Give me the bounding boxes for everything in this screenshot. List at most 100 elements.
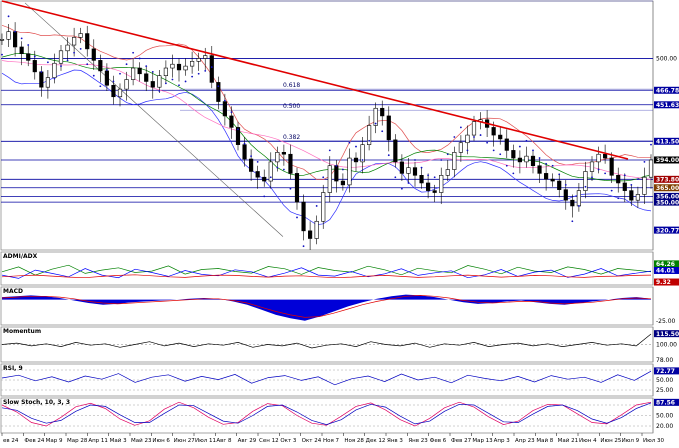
fib-diagonal-line — [24, 2, 284, 237]
price-axis-label-bg — [654, 198, 679, 206]
sar-dot — [46, 61, 49, 64]
adx-series-line — [1, 264, 652, 276]
x-axis-label: Апр 3 — [494, 438, 511, 444]
fib-level-label: 0.500 — [283, 103, 300, 110]
x-axis-label: Апр 23 — [515, 438, 535, 444]
pink-ma-line — [1, 60, 652, 180]
candle-body — [629, 190, 634, 201]
x-axis-label: Мар 28 — [67, 438, 88, 444]
x-axis-label: Фев 6 — [430, 438, 447, 444]
macd-histogram-area — [2, 294, 651, 321]
candle-body — [203, 55, 208, 59]
sar-dot — [315, 205, 318, 207]
candle-body — [399, 161, 404, 174]
candle-body — [170, 63, 175, 69]
sar-dot — [355, 145, 357, 148]
sar-dot — [138, 57, 141, 60]
candle-body — [65, 44, 70, 52]
sar-dot — [479, 134, 482, 136]
candle-body — [635, 194, 640, 201]
adx-axis-label: 64.26 — [656, 261, 675, 268]
candle-body — [137, 67, 142, 75]
candle-body — [216, 82, 221, 102]
sar-dot — [302, 245, 305, 248]
stoch-axis-label: 50.00 — [656, 413, 673, 420]
candle-body — [622, 182, 627, 191]
candle-body — [249, 158, 254, 172]
candle-body — [190, 61, 195, 67]
momentum-line — [1, 333, 652, 349]
x-axis-label: Авг 8 — [216, 438, 232, 444]
fib-level-label: 1.000 — [285, 0, 302, 1]
x-axis-label: Май 8 — [536, 437, 553, 444]
sar-dot — [79, 47, 82, 50]
sar-dot — [453, 136, 456, 138]
x-axis-label: ев 24 — [3, 438, 19, 444]
candle-body — [439, 175, 444, 193]
stoch-panel-title: Slow Stoch, 10, 3, 3 — [3, 399, 70, 406]
x-axis-label: Янв 23 — [408, 438, 428, 444]
price-axis-label-bg — [654, 86, 679, 94]
sar-dot — [414, 159, 416, 161]
sar-dot — [335, 164, 338, 167]
candle-body — [32, 60, 37, 73]
x-axis-label: Окт 24 — [302, 438, 322, 444]
resistance-trendline — [1, 0, 629, 160]
price-axis-label: 365.00 — [656, 185, 679, 192]
sar-dot — [394, 176, 397, 179]
candle-body — [452, 152, 457, 170]
x-axis-label: Июл 9 — [622, 438, 640, 444]
price-axis-label: 320.77 — [656, 227, 679, 234]
candle-body — [281, 152, 286, 155]
adx-series-line — [1, 267, 652, 279]
candle-body — [648, 159, 654, 178]
sar-dot — [466, 149, 469, 152]
candle-body — [570, 199, 575, 207]
x-axis-label: Июн 25 — [600, 438, 622, 444]
sar-dot — [73, 51, 76, 54]
stoch-axis-label: 87.56 — [656, 400, 675, 407]
sar-dot — [387, 154, 390, 157]
candle-body — [26, 53, 31, 61]
sar-dot — [505, 164, 508, 167]
sar-dot — [577, 205, 580, 207]
candle-body — [360, 144, 365, 163]
sar-dot — [237, 128, 239, 131]
sar-dot — [374, 122, 377, 125]
macd-signal-line — [1, 295, 652, 318]
sar-dot — [53, 77, 56, 80]
candle-body — [393, 139, 398, 163]
stoch-axis-label: 20.00 — [656, 423, 673, 430]
stoch-axis-label-bg — [654, 398, 679, 406]
sar-dot — [499, 153, 502, 156]
candle-body — [465, 134, 470, 144]
candle-body — [334, 165, 339, 182]
price-axis-label: 466.78 — [656, 87, 679, 94]
x-axis-label: Фев 24 — [24, 438, 45, 444]
x-axis-label: Апр 11 — [88, 438, 108, 444]
candle-body — [275, 152, 280, 163]
sar-dot — [92, 74, 95, 77]
sar-dot — [171, 78, 174, 81]
sar-dot — [532, 149, 534, 152]
candle-body — [386, 115, 391, 141]
candle-body — [308, 230, 313, 239]
sar-dot — [20, 37, 23, 40]
sar-dot — [14, 30, 17, 33]
sar-dot — [132, 51, 135, 54]
candle-body — [432, 190, 437, 193]
candle-body — [563, 189, 568, 201]
sar-dot — [538, 157, 541, 159]
adx-series-line — [1, 274, 652, 279]
price-axis-label: 500.00 — [656, 56, 677, 63]
adx-axis-label: 44.01 — [656, 268, 675, 275]
candle-body — [603, 153, 608, 159]
price-axis-label-bg — [654, 101, 679, 109]
x-axis-label: Ноя 28 — [344, 438, 364, 444]
sar-dot — [197, 72, 200, 75]
sar-dot — [263, 195, 266, 198]
macd-axis-label: -25.00 — [656, 318, 676, 325]
candle-body — [353, 157, 359, 163]
sar-dot — [99, 85, 102, 88]
